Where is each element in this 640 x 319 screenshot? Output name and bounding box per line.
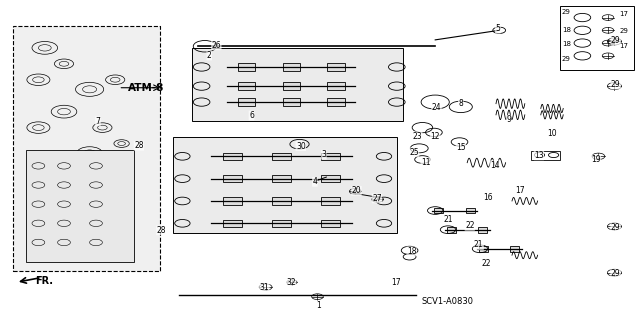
Text: 15: 15	[456, 143, 466, 152]
Text: 14: 14	[490, 161, 500, 170]
Text: 29: 29	[611, 223, 621, 232]
Bar	[223, 175, 242, 182]
Text: 23: 23	[412, 132, 422, 141]
Text: 2: 2	[207, 51, 212, 60]
Bar	[26, 150, 134, 262]
Text: 29: 29	[611, 269, 621, 278]
Bar	[272, 175, 291, 182]
Text: 17: 17	[620, 11, 628, 17]
Bar	[192, 48, 403, 121]
Bar	[272, 197, 291, 205]
Bar	[328, 82, 344, 90]
Bar	[283, 98, 300, 106]
Bar	[328, 63, 344, 71]
Text: 12: 12	[431, 132, 440, 141]
Text: 30: 30	[296, 142, 306, 151]
Text: 3: 3	[321, 150, 326, 159]
Text: SCV1-A0830: SCV1-A0830	[422, 297, 474, 306]
Bar	[173, 137, 397, 233]
Text: FR.: FR.	[35, 276, 53, 286]
Text: 22: 22	[482, 259, 491, 268]
Text: 5: 5	[495, 24, 500, 33]
Text: 19: 19	[591, 155, 601, 164]
Bar	[238, 98, 255, 106]
Text: 10: 10	[547, 130, 557, 138]
Bar	[321, 197, 340, 205]
Text: 1: 1	[316, 301, 321, 310]
Text: 18: 18	[407, 247, 416, 256]
Text: ATM-8: ATM-8	[128, 83, 164, 93]
Bar	[321, 219, 340, 227]
Text: 29: 29	[620, 28, 628, 34]
Text: 27: 27	[372, 194, 382, 203]
FancyBboxPatch shape	[13, 26, 160, 271]
Text: 7: 7	[95, 117, 100, 126]
Text: 24: 24	[431, 103, 442, 112]
Text: 9: 9	[506, 115, 511, 124]
Bar	[238, 63, 255, 71]
Text: 28: 28	[134, 141, 143, 150]
Text: 18: 18	[562, 41, 571, 47]
Text: 11: 11	[421, 158, 430, 167]
Bar	[272, 153, 291, 160]
Text: 4: 4	[312, 177, 317, 186]
Text: 17: 17	[620, 43, 628, 49]
Bar	[435, 208, 444, 213]
Bar	[321, 153, 340, 160]
Bar	[466, 208, 475, 213]
Text: 20: 20	[351, 186, 362, 195]
Bar	[223, 197, 242, 205]
Bar	[531, 151, 560, 160]
Bar	[283, 63, 300, 71]
Bar	[447, 227, 456, 233]
Bar	[223, 153, 242, 160]
Text: 29: 29	[611, 36, 621, 45]
Bar	[479, 227, 488, 233]
Text: 21: 21	[474, 241, 483, 249]
Bar	[321, 175, 340, 182]
Text: 17: 17	[515, 186, 525, 195]
Bar	[328, 98, 344, 106]
Bar	[283, 82, 300, 90]
Text: 16: 16	[483, 193, 493, 202]
Text: 21: 21	[444, 215, 452, 224]
Text: 29: 29	[611, 80, 621, 89]
Text: 22: 22	[465, 221, 474, 230]
Text: 28: 28	[157, 226, 166, 235]
Text: 8: 8	[458, 99, 463, 108]
Text: 18: 18	[562, 27, 571, 33]
Text: 13: 13	[534, 151, 544, 160]
Bar	[223, 219, 242, 227]
Bar	[511, 246, 520, 252]
Text: 31: 31	[259, 283, 269, 292]
Text: 26: 26	[211, 41, 221, 50]
Bar	[479, 246, 488, 252]
Text: 32: 32	[286, 278, 296, 287]
Bar	[238, 82, 255, 90]
Text: 29: 29	[562, 56, 571, 62]
Text: 29: 29	[562, 9, 571, 15]
Bar	[560, 6, 634, 70]
Text: 6: 6	[249, 111, 254, 120]
Text: 25: 25	[409, 148, 419, 157]
Text: 17: 17	[390, 278, 401, 287]
Bar	[272, 219, 291, 227]
